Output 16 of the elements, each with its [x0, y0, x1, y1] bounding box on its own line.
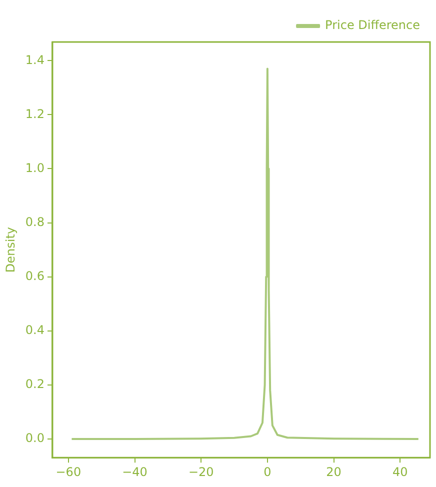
x-tick-label: −40: [122, 464, 148, 479]
y-tick-label: 0.0: [25, 431, 44, 446]
y-tick-label: 0.4: [25, 322, 44, 337]
y-tick-label: 1.4: [25, 52, 44, 67]
y-tick-label: 0.6: [25, 268, 44, 283]
x-tick-label: 40: [392, 464, 408, 479]
y-tick-label: 1.0: [25, 160, 44, 175]
legend-label: Price Difference: [325, 18, 420, 32]
y-tick-label: 0.2: [25, 377, 44, 392]
x-tick-label: −60: [56, 464, 82, 479]
y-axis-title: Density: [3, 226, 18, 273]
y-tick-label: 1.2: [25, 106, 44, 121]
x-tick-label: 0: [264, 464, 272, 479]
x-tick-label: 20: [326, 464, 342, 479]
y-tick-label: 0.8: [25, 214, 44, 229]
x-tick-label: −20: [188, 464, 214, 479]
